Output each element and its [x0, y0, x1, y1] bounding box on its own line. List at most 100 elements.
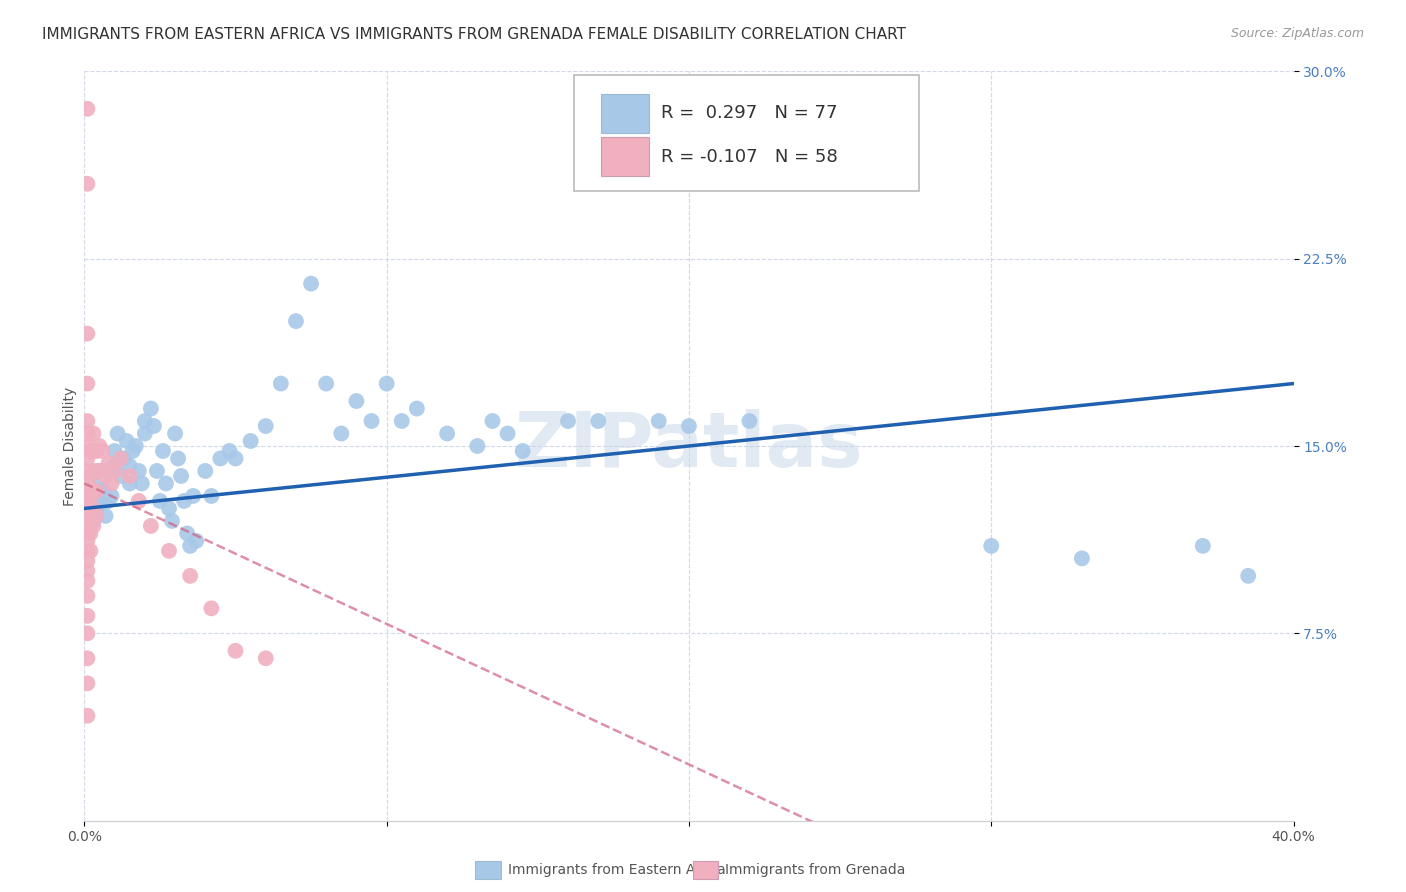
Point — [128, 464, 150, 478]
Text: IMMIGRANTS FROM EASTERN AFRICA VS IMMIGRANTS FROM GRENADA FEMALE DISABILITY CORR: IMMIGRANTS FROM EASTERN AFRICA VS IMMIGR… — [42, 27, 907, 42]
Point — [97, 494, 120, 508]
Point — [94, 508, 117, 523]
Point — [100, 489, 122, 503]
Point — [980, 539, 1002, 553]
Point — [1071, 551, 1094, 566]
Point — [738, 414, 761, 428]
Point — [512, 444, 534, 458]
Point — [107, 426, 129, 441]
Point — [76, 574, 98, 588]
Text: R = -0.107   N = 58: R = -0.107 N = 58 — [661, 148, 838, 166]
Point — [76, 501, 98, 516]
Point — [79, 469, 101, 483]
Point — [170, 469, 193, 483]
Point — [104, 464, 127, 478]
Point — [82, 501, 104, 516]
Point — [89, 483, 111, 498]
Point — [125, 439, 148, 453]
Point — [76, 489, 98, 503]
Point — [194, 464, 217, 478]
Point — [76, 102, 98, 116]
Point — [139, 401, 162, 416]
Point — [76, 514, 98, 528]
Point — [406, 401, 429, 416]
Point — [86, 508, 108, 523]
Point — [142, 419, 165, 434]
Point — [186, 533, 208, 548]
Text: R =  0.297   N = 77: R = 0.297 N = 77 — [661, 104, 838, 122]
Point — [179, 569, 201, 583]
Point — [89, 464, 111, 478]
Point — [86, 464, 108, 478]
Point — [76, 676, 98, 690]
Text: Immigrants from Grenada: Immigrants from Grenada — [725, 863, 905, 877]
Point — [112, 451, 135, 466]
Point — [118, 476, 141, 491]
Point — [557, 414, 579, 428]
Point — [76, 414, 98, 428]
Point — [89, 439, 111, 453]
Bar — [600, 137, 650, 177]
Point — [82, 519, 104, 533]
Point — [481, 414, 503, 428]
Point — [285, 314, 308, 328]
Point — [86, 444, 108, 458]
Point — [82, 444, 104, 458]
Point — [200, 489, 222, 503]
Point — [82, 469, 104, 483]
Point — [118, 469, 141, 483]
Point — [360, 414, 382, 428]
Point — [254, 419, 277, 434]
Point — [79, 544, 101, 558]
Point — [134, 414, 156, 428]
Point — [200, 601, 222, 615]
Point — [79, 526, 101, 541]
Point — [89, 464, 111, 478]
Point — [104, 444, 127, 458]
Point — [76, 651, 98, 665]
Text: Source: ZipAtlas.com: Source: ZipAtlas.com — [1230, 27, 1364, 40]
Point — [165, 426, 187, 441]
Point — [1237, 569, 1260, 583]
Point — [225, 451, 247, 466]
Point — [82, 426, 104, 441]
Point — [330, 426, 353, 441]
Point — [76, 426, 98, 441]
Point — [890, 164, 912, 178]
Point — [131, 476, 153, 491]
Point — [157, 544, 180, 558]
Point — [76, 554, 98, 568]
Point — [76, 626, 98, 640]
FancyBboxPatch shape — [574, 75, 918, 191]
Point — [181, 489, 204, 503]
Point — [76, 708, 98, 723]
Point — [157, 501, 180, 516]
Point — [97, 457, 120, 471]
Point — [76, 494, 98, 508]
Point — [76, 589, 98, 603]
Point — [115, 434, 138, 448]
Point — [79, 508, 101, 523]
Point — [91, 494, 114, 508]
Point — [391, 414, 413, 428]
Point — [118, 458, 141, 473]
Point — [648, 414, 671, 428]
Point — [86, 483, 108, 498]
Point — [436, 426, 458, 441]
Point — [160, 514, 183, 528]
Point — [1192, 539, 1215, 553]
Point — [176, 526, 198, 541]
Point — [76, 177, 98, 191]
Point — [134, 426, 156, 441]
Point — [588, 414, 610, 428]
Point — [79, 444, 101, 458]
Point — [76, 439, 98, 453]
Point — [76, 526, 98, 541]
Point — [76, 476, 98, 491]
Point — [121, 444, 143, 458]
Point — [496, 426, 519, 441]
Point — [82, 483, 104, 498]
Point — [76, 564, 98, 578]
Point — [82, 464, 104, 478]
Point — [179, 539, 201, 553]
